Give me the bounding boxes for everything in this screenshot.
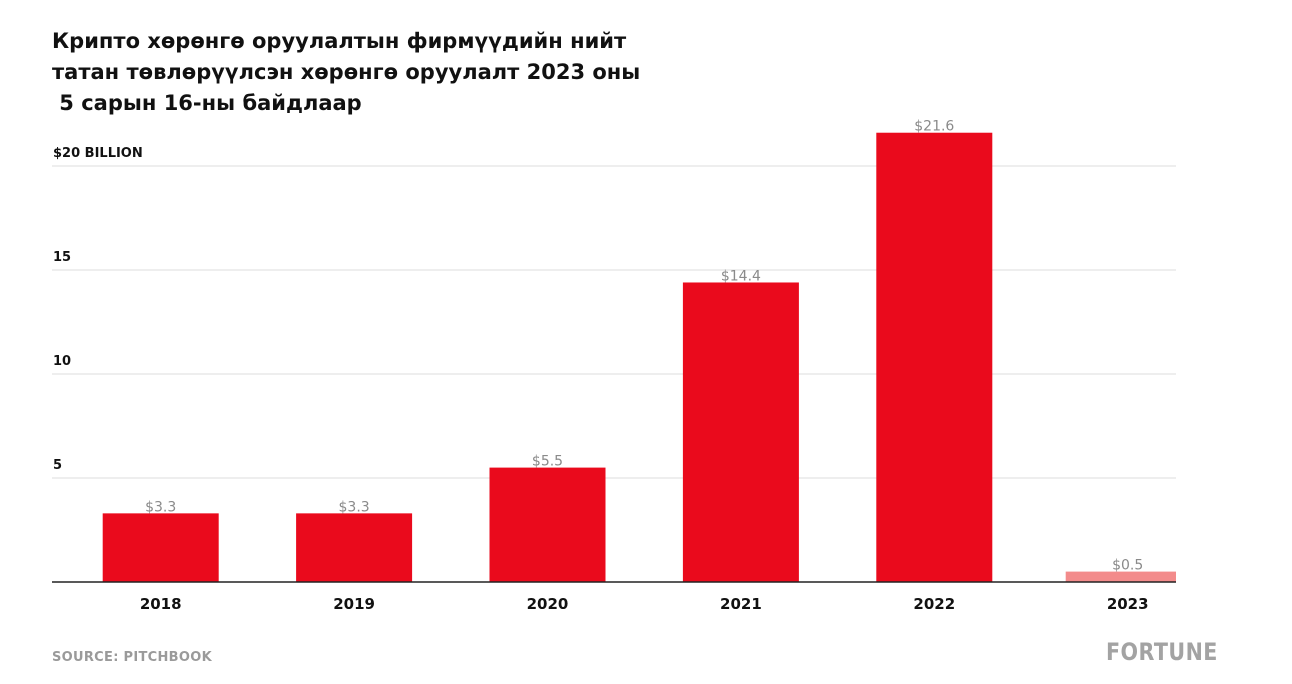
data-label-2020: $5.5 [532,454,563,470]
bar-2021 [682,282,799,582]
x-tick-label-2022: 2022 [913,595,955,613]
bar-2019 [296,513,413,582]
chart-title: Крипто хөрөнгө оруулалтын фирмүүдийн ний… [52,26,752,119]
y-tick-label: 10 [53,354,71,369]
y-tick-label: 5 [53,458,62,473]
data-label-2021: $14.4 [721,268,761,284]
bar-2022 [876,132,993,582]
x-tick-label-2019: 2019 [333,595,375,613]
data-label-2019: $3.3 [339,499,370,515]
y-tick-label: 15 [53,250,71,265]
fortune-logo: FORTUNE [1106,638,1218,666]
chart-title-line-1: Крипто хөрөнгө оруулалтын фирмүүдийн ний… [52,29,627,53]
bar-2020 [489,467,606,582]
bar-2018 [102,513,219,582]
data-label-2023: $0.5 [1112,558,1143,574]
x-tick-label-2018: 2018 [140,595,182,613]
x-tick-label-2021: 2021 [720,595,762,613]
chart-title-line-3: 5 сарын 16-ны байдлаар [52,91,362,115]
data-label-2018: $3.3 [145,499,176,515]
x-tick-label-2023: 2023 [1107,595,1149,613]
bar-2023 [1065,571,1176,582]
x-tick-label-2020: 2020 [527,595,569,613]
data-label-2022: $21.6 [914,119,954,135]
y-tick-label: $20 BILLION [53,146,143,161]
source-note: SOURCE: PITCHBOOK [52,650,212,665]
chart-title-line-2: татан төвлөрүүлсэн хөрөнгө оруулалт 2023… [52,60,641,84]
